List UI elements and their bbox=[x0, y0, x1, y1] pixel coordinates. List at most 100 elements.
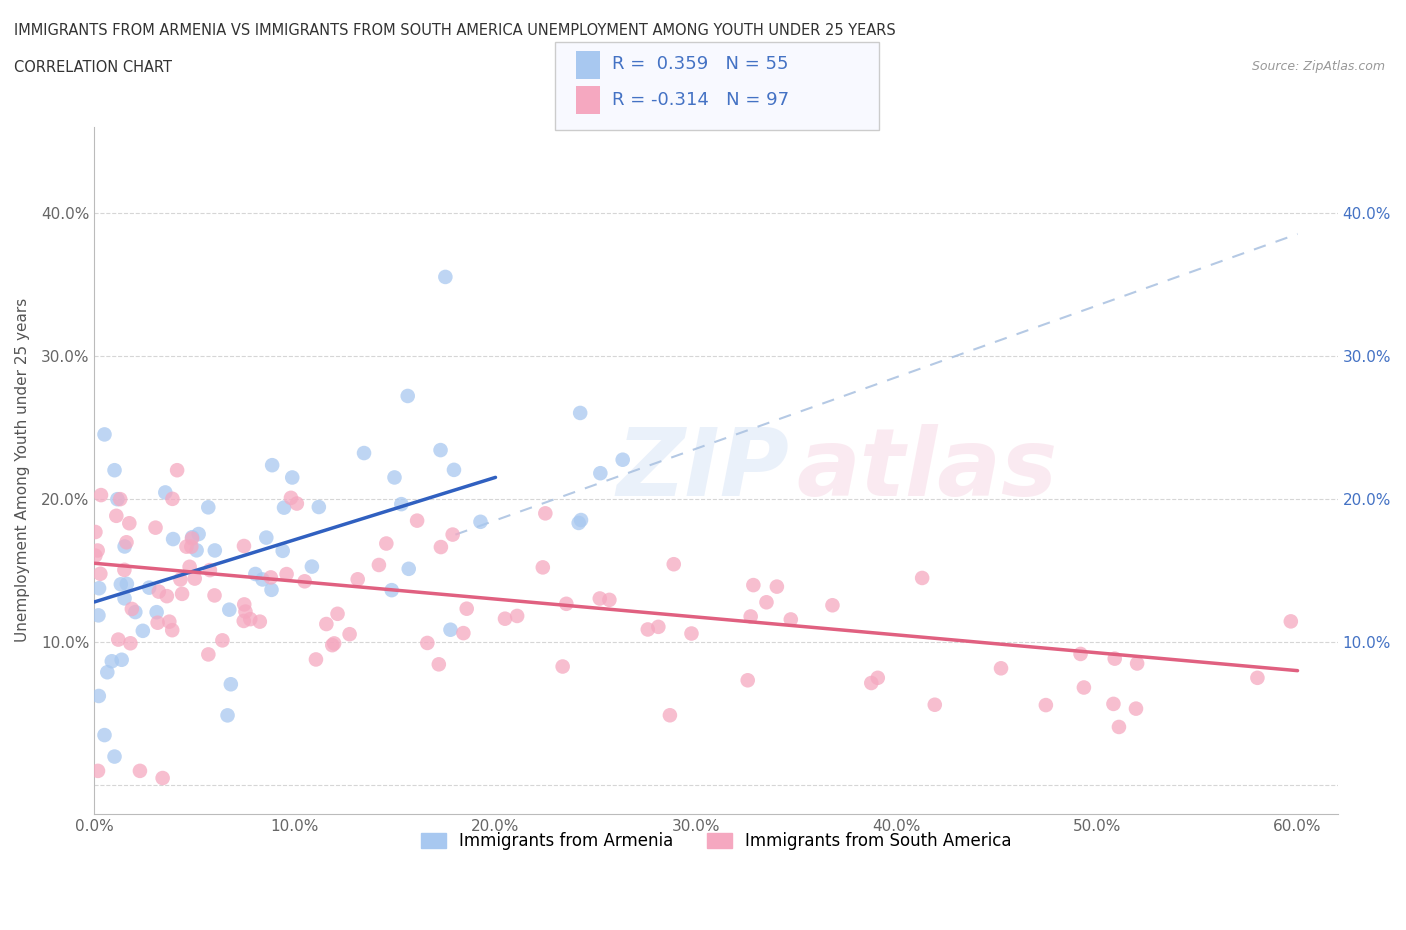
Legend: Immigrants from Armenia, Immigrants from South America: Immigrants from Armenia, Immigrants from… bbox=[413, 826, 1018, 857]
Point bbox=[176, 539, 198, 554]
Point bbox=[115, 535, 138, 550]
Point bbox=[396, 389, 419, 404]
Point bbox=[427, 657, 450, 671]
Point bbox=[186, 543, 208, 558]
Point bbox=[285, 496, 308, 511]
Point bbox=[321, 638, 343, 653]
Point bbox=[755, 595, 778, 610]
Point bbox=[89, 566, 111, 581]
Point bbox=[87, 688, 110, 703]
Point bbox=[779, 612, 801, 627]
Point bbox=[90, 487, 112, 502]
Point bbox=[612, 452, 634, 467]
Point bbox=[87, 581, 110, 596]
Point bbox=[1108, 720, 1130, 735]
Point bbox=[197, 500, 219, 515]
Point bbox=[198, 563, 221, 578]
Point bbox=[430, 539, 453, 554]
Point bbox=[568, 515, 591, 530]
Point bbox=[112, 563, 135, 578]
Text: ZIP: ZIP bbox=[617, 424, 790, 516]
Point bbox=[204, 543, 226, 558]
Point bbox=[101, 654, 124, 669]
Point bbox=[589, 591, 612, 606]
Point bbox=[381, 583, 404, 598]
Point bbox=[110, 577, 132, 591]
Point bbox=[155, 485, 177, 500]
Point bbox=[138, 580, 160, 595]
Point bbox=[211, 633, 233, 648]
Point bbox=[441, 527, 464, 542]
Point bbox=[1104, 651, 1126, 666]
Point bbox=[276, 566, 298, 581]
Y-axis label: Unemployment Among Youth under 25 years: Unemployment Among Youth under 25 years bbox=[15, 299, 30, 643]
Point bbox=[271, 543, 294, 558]
Point bbox=[531, 560, 554, 575]
Point bbox=[280, 490, 302, 505]
Point bbox=[647, 619, 669, 634]
Point bbox=[87, 764, 110, 778]
Point bbox=[107, 632, 129, 647]
Point bbox=[589, 466, 612, 481]
Point bbox=[170, 587, 193, 602]
Point bbox=[1102, 697, 1125, 711]
Point bbox=[204, 588, 226, 603]
Point bbox=[262, 458, 284, 472]
Point bbox=[1073, 680, 1095, 695]
Point bbox=[1070, 646, 1092, 661]
Point bbox=[124, 604, 146, 619]
Point bbox=[443, 462, 465, 477]
Point bbox=[821, 598, 844, 613]
Point bbox=[429, 443, 451, 458]
Point bbox=[456, 602, 478, 617]
Point bbox=[145, 520, 167, 535]
Point bbox=[1125, 701, 1147, 716]
Point bbox=[494, 611, 516, 626]
Point bbox=[145, 604, 167, 619]
Point bbox=[118, 516, 141, 531]
Text: R = -0.314   N = 97: R = -0.314 N = 97 bbox=[612, 90, 789, 109]
Point bbox=[108, 492, 131, 507]
Point bbox=[146, 616, 169, 631]
Point bbox=[197, 647, 219, 662]
Point bbox=[662, 557, 685, 572]
Point bbox=[260, 582, 283, 597]
Point bbox=[169, 572, 191, 587]
Point bbox=[301, 559, 323, 574]
Point bbox=[114, 539, 136, 554]
Point bbox=[166, 463, 188, 478]
Point bbox=[180, 539, 202, 554]
Point bbox=[1279, 614, 1302, 629]
Point bbox=[181, 531, 204, 546]
Point bbox=[924, 698, 946, 712]
Point bbox=[121, 602, 143, 617]
Point bbox=[658, 708, 681, 723]
Point bbox=[105, 509, 128, 524]
Point bbox=[84, 548, 107, 563]
Point bbox=[740, 609, 762, 624]
Point bbox=[233, 597, 256, 612]
Point bbox=[93, 727, 115, 742]
Point bbox=[156, 589, 179, 604]
Point bbox=[398, 562, 420, 577]
Point bbox=[1246, 671, 1268, 685]
Point bbox=[555, 596, 578, 611]
Point bbox=[1035, 698, 1057, 712]
Point bbox=[114, 591, 136, 605]
Point bbox=[87, 608, 110, 623]
Point bbox=[254, 530, 277, 545]
Point bbox=[681, 626, 703, 641]
Point bbox=[217, 708, 239, 723]
Point bbox=[353, 445, 375, 460]
Text: CORRELATION CHART: CORRELATION CHART bbox=[14, 60, 172, 75]
Point bbox=[93, 427, 115, 442]
Point bbox=[346, 572, 368, 587]
Point bbox=[305, 652, 328, 667]
Text: atlas: atlas bbox=[797, 424, 1059, 516]
Point bbox=[434, 270, 457, 285]
Point bbox=[235, 604, 257, 619]
Point bbox=[866, 671, 889, 685]
Point bbox=[506, 608, 529, 623]
Point bbox=[742, 578, 765, 592]
Point bbox=[103, 463, 125, 478]
